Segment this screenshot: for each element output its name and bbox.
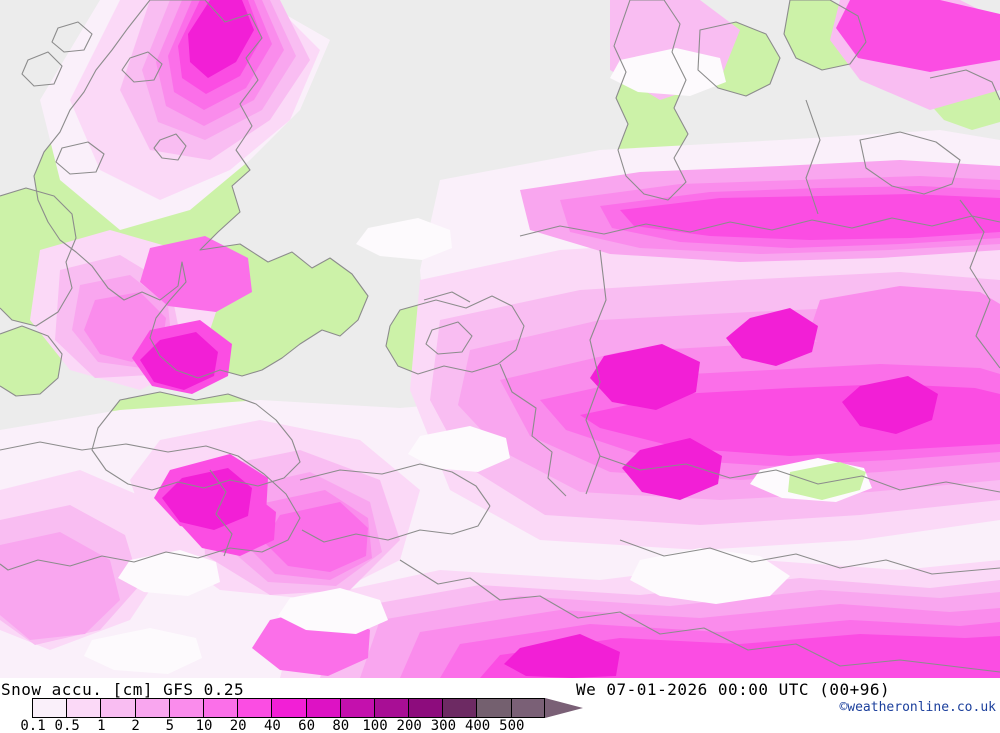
color-scale-cell-60[interactable] xyxy=(305,698,340,718)
color-scale-cell-5[interactable] xyxy=(168,698,203,718)
color-scale-overflow-arrow xyxy=(545,698,583,718)
color-scale-tick-1: 1 xyxy=(97,718,106,733)
color-scale-cell-0.5[interactable] xyxy=(66,698,101,718)
color-scale-tick-5: 5 xyxy=(165,718,175,733)
color-scale-cell-0.1[interactable] xyxy=(32,698,67,718)
color-scale-tick-300: 300 xyxy=(430,718,457,733)
color-scale-tick-400: 400 xyxy=(464,718,491,733)
color-scale-tick-0.5: 0.5 xyxy=(54,718,80,733)
color-scale-cell-10[interactable] xyxy=(202,698,238,718)
color-scale-cell-2[interactable] xyxy=(134,698,169,718)
color-scale-cell-500[interactable] xyxy=(510,698,545,718)
color-scale-cell-40[interactable] xyxy=(271,698,306,718)
color-scale-tick-100: 100 xyxy=(362,718,388,733)
color-scale-cell-20[interactable] xyxy=(237,698,272,718)
color-scale-tick-500: 500 xyxy=(499,718,525,733)
color-scale-bar[interactable] xyxy=(32,698,545,718)
color-scale-tick-80: 80 xyxy=(332,718,350,733)
copyright-label: ©weatheronline.co.uk xyxy=(839,700,996,715)
color-scale-cell-200[interactable] xyxy=(408,698,443,718)
color-scale-tick-0.1: 0.1 xyxy=(20,718,46,733)
map-svg xyxy=(0,0,1000,678)
color-scale-tick-200: 200 xyxy=(396,718,422,733)
color-scale-tick-10: 10 xyxy=(195,718,213,733)
color-scale-cell-80[interactable] xyxy=(339,698,374,718)
color-scale-cell-300[interactable] xyxy=(442,698,477,718)
color-scale-tick-2: 2 xyxy=(131,718,140,733)
color-scale-cell-100[interactable] xyxy=(373,698,409,718)
color-scale-tick-60: 60 xyxy=(298,718,316,733)
run-timestamp: We 07-01-2026 00:00 UTC (00+96) xyxy=(576,680,891,699)
legend-title: Snow accu. [cm] GFS 0.25 xyxy=(1,680,245,699)
snow-accumulation-layer xyxy=(0,0,1000,678)
color-scale-tick-labels: 0.1 0.5 1 2 5 10 20 40 60 80 100 200 300 400 500 xyxy=(0,718,600,733)
color-scale-tick-20: 20 xyxy=(229,718,247,733)
color-scale-cell-1[interactable] xyxy=(100,698,135,718)
color-scale-cell-400[interactable] xyxy=(476,698,511,718)
color-scale-tick-40: 40 xyxy=(263,718,281,733)
map-canvas[interactable] xyxy=(0,0,1000,678)
coastline-border-layer xyxy=(0,0,1000,673)
